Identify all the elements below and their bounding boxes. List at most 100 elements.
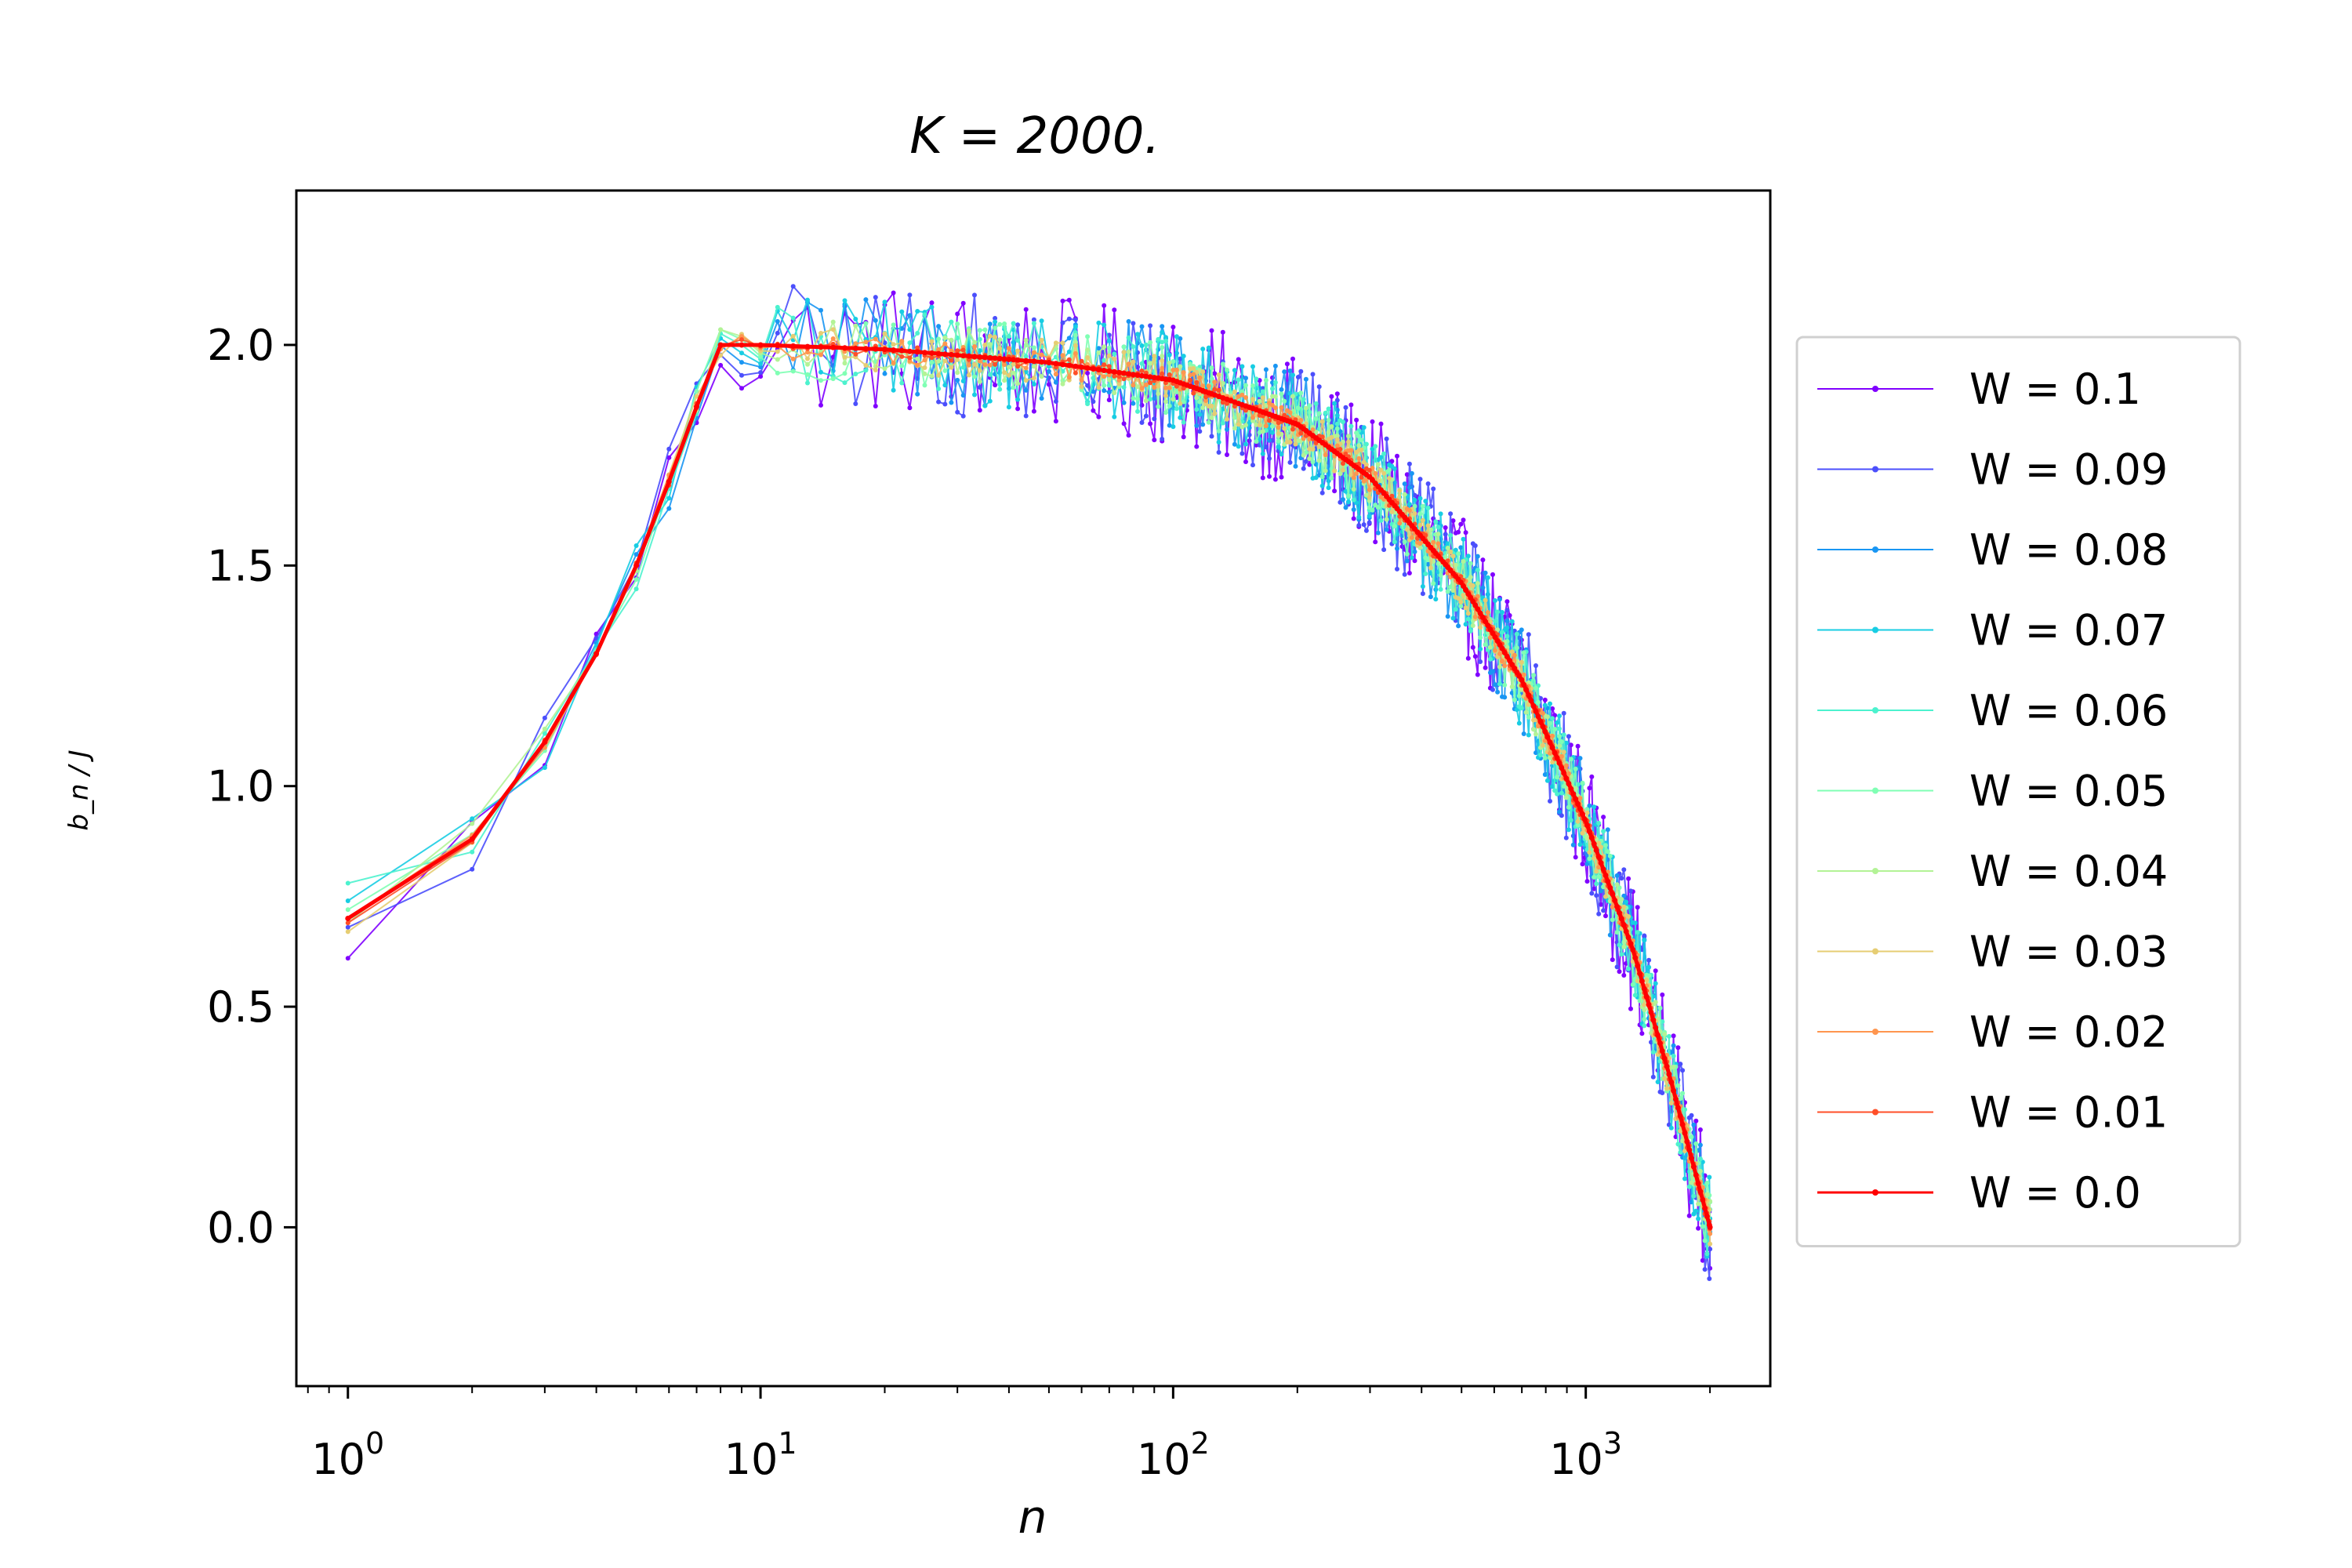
data-point bbox=[1240, 451, 1245, 456]
data-point bbox=[1126, 371, 1132, 377]
data-point bbox=[1589, 774, 1595, 779]
data-point bbox=[1448, 511, 1454, 517]
data-point bbox=[1568, 818, 1573, 823]
data-point bbox=[1131, 401, 1136, 406]
data-point bbox=[542, 765, 547, 771]
data-point bbox=[1428, 565, 1433, 571]
data-point bbox=[863, 339, 869, 345]
data-point bbox=[1646, 1001, 1652, 1007]
data-point bbox=[1250, 364, 1255, 369]
data-point bbox=[842, 354, 848, 360]
data-point bbox=[915, 309, 920, 314]
data-point bbox=[1197, 375, 1203, 380]
data-point bbox=[666, 495, 672, 501]
data-point bbox=[1587, 850, 1592, 855]
data-point bbox=[1279, 405, 1284, 410]
data-point bbox=[853, 351, 858, 357]
data-point bbox=[1174, 406, 1179, 412]
data-point bbox=[1666, 1071, 1672, 1077]
data-point bbox=[1708, 1247, 1713, 1252]
data-point bbox=[1267, 456, 1272, 461]
data-point bbox=[1696, 1225, 1701, 1231]
data-point bbox=[1559, 765, 1565, 771]
data-point bbox=[1580, 811, 1585, 817]
data-point bbox=[805, 350, 810, 355]
data-point bbox=[1707, 1174, 1712, 1180]
data-point bbox=[1031, 408, 1036, 414]
data-point bbox=[1483, 570, 1488, 575]
data-point bbox=[949, 348, 954, 354]
data-point bbox=[1561, 710, 1566, 716]
data-point bbox=[1580, 780, 1585, 786]
data-point bbox=[1346, 493, 1351, 499]
data-point bbox=[1668, 1101, 1674, 1105]
data-point bbox=[1225, 416, 1229, 422]
data-point bbox=[1549, 745, 1555, 751]
data-point bbox=[936, 372, 942, 378]
data-point bbox=[1580, 862, 1585, 867]
data-point bbox=[1566, 734, 1571, 739]
data-point bbox=[1668, 1125, 1674, 1131]
data-point bbox=[1066, 357, 1072, 362]
data-point bbox=[1148, 323, 1153, 328]
data-point bbox=[1704, 1180, 1710, 1185]
data-point bbox=[1409, 470, 1414, 476]
data-point bbox=[1643, 993, 1650, 1000]
data-point bbox=[1596, 840, 1602, 846]
data-point bbox=[882, 331, 887, 336]
data-point bbox=[987, 362, 993, 368]
data-point bbox=[1085, 355, 1091, 360]
data-point bbox=[1504, 608, 1510, 613]
data-point bbox=[1680, 1068, 1686, 1073]
data-point bbox=[1323, 410, 1328, 416]
data-point bbox=[1066, 349, 1072, 354]
data-point bbox=[1682, 1176, 1687, 1181]
data-point bbox=[1301, 452, 1306, 458]
data-point bbox=[1500, 610, 1504, 615]
data-point bbox=[790, 333, 796, 339]
data-point bbox=[1607, 885, 1613, 891]
series-markers bbox=[345, 337, 1713, 1232]
data-point bbox=[1073, 317, 1078, 322]
data-point bbox=[1630, 982, 1635, 987]
data-point bbox=[1200, 405, 1206, 411]
data-point bbox=[1102, 322, 1107, 328]
data-point bbox=[1174, 383, 1179, 389]
data-point bbox=[1397, 521, 1403, 526]
legend: W = 0.1 W = 0.09 W = 0.08 W = 0.07 W = 0.06 W… bbox=[1795, 336, 2241, 1247]
data-point bbox=[1152, 385, 1157, 390]
data-point bbox=[1478, 625, 1483, 630]
data-point bbox=[977, 348, 982, 354]
data-point bbox=[899, 363, 905, 368]
data-point bbox=[1671, 1054, 1676, 1058]
data-point bbox=[1504, 599, 1510, 604]
data-point bbox=[907, 292, 913, 298]
data-point bbox=[1338, 499, 1343, 505]
data-point bbox=[1332, 401, 1338, 406]
data-point bbox=[1263, 445, 1269, 450]
data-point bbox=[1483, 665, 1488, 670]
data-point bbox=[1552, 727, 1558, 732]
data-point bbox=[1167, 403, 1172, 408]
data-point bbox=[1689, 1180, 1694, 1185]
data-point bbox=[739, 386, 744, 391]
data-point bbox=[1684, 1138, 1690, 1145]
data-point bbox=[1156, 336, 1161, 342]
data-point bbox=[1619, 876, 1624, 881]
data-point bbox=[1167, 423, 1172, 428]
data-point bbox=[1039, 396, 1044, 401]
data-point bbox=[1090, 366, 1096, 372]
data-point bbox=[873, 336, 878, 342]
data-point bbox=[1475, 606, 1481, 612]
data-point bbox=[1596, 911, 1602, 916]
data-point bbox=[1697, 1168, 1703, 1174]
data-point bbox=[1646, 964, 1652, 970]
data-point bbox=[1577, 806, 1583, 812]
legend-label: W = 0.06 bbox=[1969, 686, 2168, 735]
data-point bbox=[982, 362, 988, 368]
data-point bbox=[1621, 944, 1627, 949]
data-point bbox=[830, 327, 836, 332]
data-point bbox=[863, 363, 869, 368]
data-point bbox=[1011, 361, 1016, 367]
data-point bbox=[1594, 881, 1599, 887]
